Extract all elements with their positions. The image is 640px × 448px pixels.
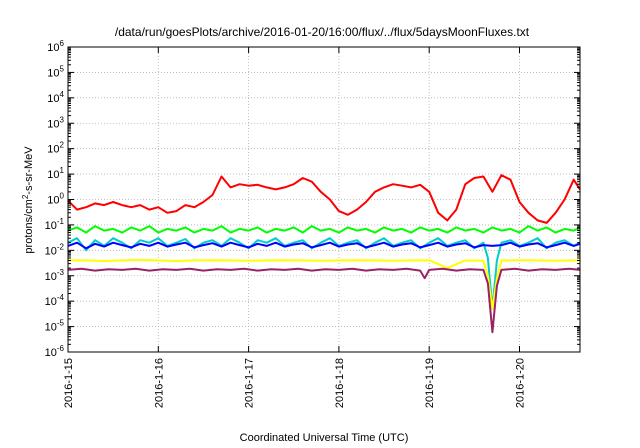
x-tick-label: 2016-1-15 bbox=[63, 358, 75, 408]
x-tick-label: 2016-1-17 bbox=[244, 358, 256, 408]
y-tick-label: 10-6 bbox=[45, 344, 65, 359]
chart-title: /data/run/goesPlots/archive/2016-01-20/1… bbox=[115, 25, 530, 39]
series-line-5 bbox=[68, 258, 580, 310]
y-tick-label: 10-4 bbox=[45, 293, 65, 308]
y-tick-label: 104 bbox=[47, 90, 64, 105]
x-tick-labels: 2016-1-15 2016-1-16 2016-1-17 2016-1-18 2016… bbox=[63, 358, 526, 408]
x-tick-label: 2016-1-20 bbox=[514, 358, 526, 408]
series-line-1 bbox=[67, 174, 581, 224]
y-tick-label: 10-2 bbox=[45, 242, 65, 257]
y-tick-label: 10-3 bbox=[45, 268, 65, 283]
y-tick-label: 100 bbox=[47, 192, 64, 207]
series-line-6 bbox=[67, 267, 581, 334]
series-line-4 bbox=[67, 241, 581, 250]
series-line-2 bbox=[67, 225, 581, 234]
x-tick-label: 2016-1-19 bbox=[424, 358, 436, 408]
y-tick-label: 10-5 bbox=[45, 319, 65, 334]
y-tick-label: 106 bbox=[47, 39, 64, 54]
y-tick-label: 10-1 bbox=[45, 217, 65, 232]
y-tick-label: 101 bbox=[47, 166, 64, 181]
y-tick-label: 102 bbox=[47, 141, 64, 156]
y-tick-label: 105 bbox=[47, 64, 64, 79]
x-tick-label: 2016-1-18 bbox=[334, 358, 346, 408]
y-tick-label: 103 bbox=[47, 115, 64, 130]
series-layer bbox=[67, 174, 581, 334]
y-tick-labels: 10-6 10-5 10-4 10-3 10-2 10-1 100 101 102 103 104 1… bbox=[45, 39, 65, 359]
y-axis-label: protons/cm2-s-sr-MeV bbox=[21, 146, 35, 254]
grid-lines bbox=[68, 47, 580, 352]
series-line-3 bbox=[67, 237, 581, 310]
plot-frame bbox=[67, 46, 581, 353]
x-axis-label: Coordinated Universal Time (UTC) bbox=[240, 432, 409, 444]
x-tick-label: 2016-1-16 bbox=[153, 358, 165, 408]
